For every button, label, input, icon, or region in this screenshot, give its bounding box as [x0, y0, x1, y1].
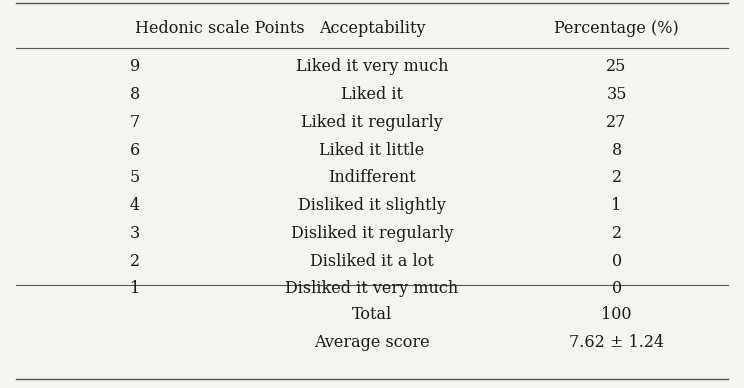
Text: 4: 4	[129, 197, 140, 214]
Text: Percentage (%): Percentage (%)	[554, 20, 679, 37]
Text: 9: 9	[129, 58, 140, 75]
Text: 2: 2	[612, 169, 622, 186]
Text: Disliked it a lot: Disliked it a lot	[310, 253, 434, 270]
Text: 2: 2	[612, 225, 622, 242]
Text: 0: 0	[612, 253, 622, 270]
Text: 27: 27	[606, 114, 626, 131]
Text: Indifferent: Indifferent	[328, 169, 416, 186]
Text: Disliked it slightly: Disliked it slightly	[298, 197, 446, 214]
Text: 1: 1	[129, 280, 140, 297]
Text: 5: 5	[129, 169, 140, 186]
Text: Acceptability: Acceptability	[318, 20, 426, 37]
Text: 100: 100	[601, 306, 632, 323]
Text: Disliked it regularly: Disliked it regularly	[291, 225, 453, 242]
Text: 2: 2	[129, 253, 140, 270]
Text: 8: 8	[612, 142, 622, 159]
Text: Total: Total	[352, 306, 392, 323]
Text: 8: 8	[129, 86, 140, 103]
Text: Liked it very much: Liked it very much	[296, 58, 448, 75]
Text: 3: 3	[129, 225, 140, 242]
Text: 25: 25	[606, 58, 626, 75]
Text: Liked it: Liked it	[341, 86, 403, 103]
Text: 1: 1	[612, 197, 622, 214]
Text: Liked it little: Liked it little	[319, 142, 425, 159]
Text: Disliked it very much: Disliked it very much	[286, 280, 458, 297]
Text: Average score: Average score	[314, 334, 430, 351]
Text: 7.62 ± 1.24: 7.62 ± 1.24	[569, 334, 664, 351]
Text: Hedonic scale Points: Hedonic scale Points	[135, 20, 304, 37]
Text: 6: 6	[129, 142, 140, 159]
Text: 35: 35	[606, 86, 627, 103]
Text: Liked it regularly: Liked it regularly	[301, 114, 443, 131]
Text: 0: 0	[612, 280, 622, 297]
Text: 7: 7	[129, 114, 140, 131]
